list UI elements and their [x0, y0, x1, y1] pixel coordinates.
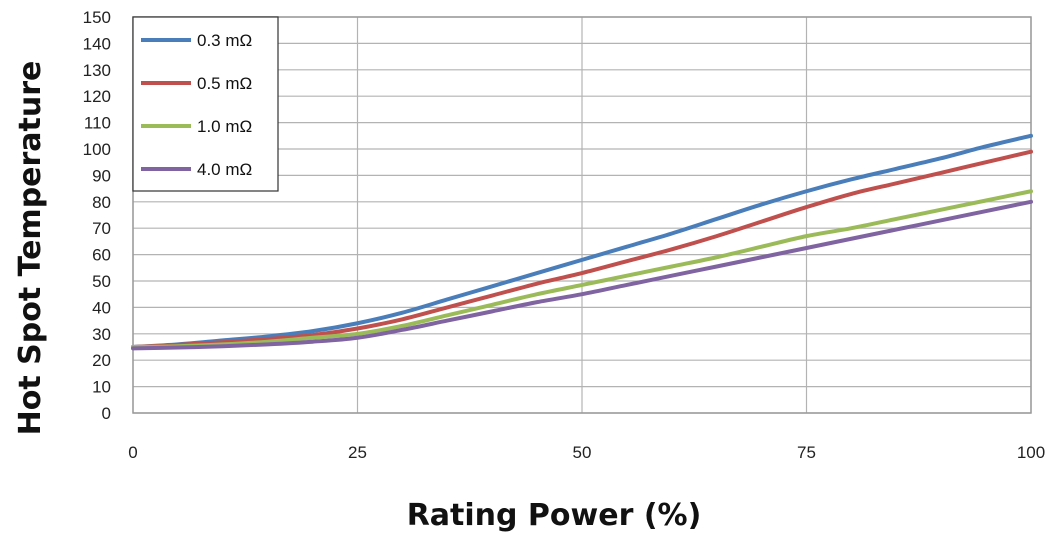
y-tick-label: 120	[83, 87, 111, 106]
x-axis-title: Rating Power (%)	[407, 498, 702, 533]
y-axis-title: Hot Spot Temperature	[13, 61, 48, 436]
y-tick-label: 110	[84, 114, 111, 133]
plot-area-border	[132, 16, 1032, 414]
y-tick-label: 40	[92, 298, 111, 317]
x-tick-label: 100	[1017, 443, 1045, 462]
y-tick-label: 100	[83, 140, 111, 159]
gridlines	[132, 16, 1032, 414]
x-tick-label: 25	[348, 443, 367, 462]
series-line-2	[131, 149, 1033, 349]
legend: 0.3 mΩ 0.5 mΩ 1.0 mΩ 4.0 mΩ	[132, 16, 279, 192]
y-tick-label: 60	[92, 246, 111, 265]
legend-label: 4.0 mΩ	[197, 160, 252, 179]
y-tick-label: 90	[92, 166, 111, 185]
y-tick-label: 20	[92, 351, 111, 370]
y-tick-label: 130	[83, 61, 111, 80]
y-tick-label: 10	[92, 378, 111, 397]
x-tick-label: 75	[797, 443, 816, 462]
x-tick-label: 0	[128, 443, 137, 462]
y-tick-label: 30	[92, 325, 111, 344]
y-tick-label: 50	[92, 272, 111, 291]
legend-box	[132, 16, 279, 192]
series-line-4	[131, 199, 1033, 351]
y-tick-label: 70	[92, 219, 111, 238]
series-line-3	[131, 189, 1033, 349]
y-tick-label: 150	[83, 8, 111, 27]
legend-label: 0.3 mΩ	[197, 31, 252, 50]
legend-label: 1.0 mΩ	[197, 117, 252, 136]
series-line-1	[131, 133, 1033, 349]
x-tick-label: 50	[573, 443, 592, 462]
y-tick-label: 140	[83, 34, 111, 53]
y-tick-label: 80	[92, 193, 111, 212]
legend-label: 0.5 mΩ	[197, 74, 252, 93]
series-lines	[131, 133, 1033, 351]
y-tick-label: 0	[102, 404, 111, 423]
tick-labels: 0 10 20 30 40 50 60 70 80 90 100 110 120 130 140 150 0 25…	[83, 8, 1046, 462]
